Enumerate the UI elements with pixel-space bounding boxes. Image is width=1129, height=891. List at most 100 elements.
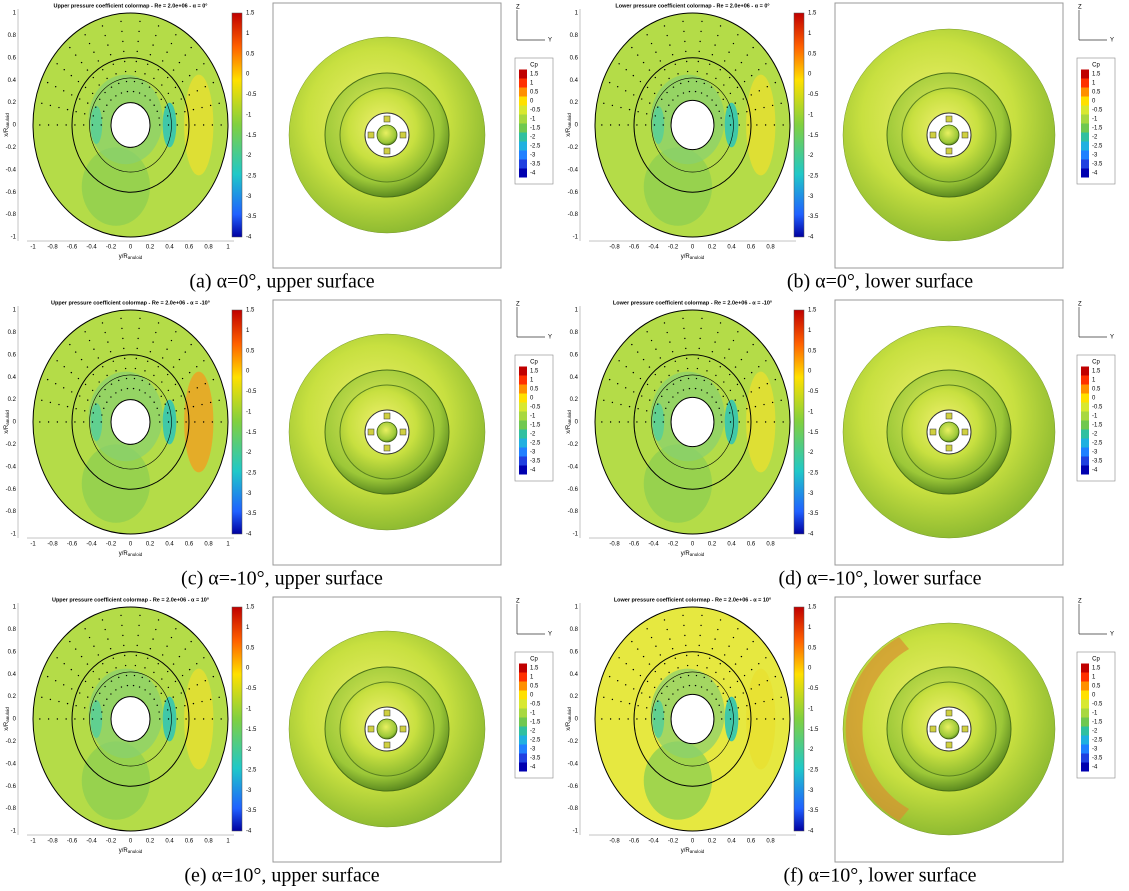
probe-dot [138,625,139,626]
probe-dot [738,707,739,708]
probe-dot [695,388,696,389]
probe-dot [144,392,145,393]
probe-dot [123,645,124,646]
probe-dot [601,124,602,125]
probe-dot [601,718,602,719]
colorbar-tick-label: -3.5 [808,808,819,814]
y-tick-label: -0.4 [568,167,579,173]
y-tick-label: -0.8 [568,509,579,515]
probe-dot [646,628,647,629]
probe-dot [203,421,204,422]
probe-dot [666,389,667,390]
colorbar-tick-label: -4 [808,532,814,538]
colorbar-tick-label: 0 [246,72,250,78]
probe-dot [111,383,112,384]
probe-dot [168,93,169,94]
legend-swatch [519,106,527,115]
probe-dot [149,396,150,397]
probe-dot [193,703,194,704]
probe-dot [153,402,154,403]
probe-dot [657,404,658,405]
probe-dot [84,707,85,708]
probe-dot [660,84,661,85]
x-tick-label: -0.2 [668,542,679,548]
plot-title: Lower pressure coefficient colormap - Re… [614,597,771,603]
probe-dot [655,115,656,116]
y-tick-label: -1 [11,829,17,835]
legend-label: 1.5 [530,666,539,672]
x-tick-label: 0.8 [204,245,213,251]
probe-dot [741,359,742,360]
probe-dot [641,692,642,693]
legend-label: 1.5 [1092,666,1101,672]
probe-dot [720,322,721,323]
x-tick-label: -0.8 [609,542,620,548]
probe-dot [767,680,768,681]
probe-dot [729,77,730,78]
probe-dot [655,374,656,375]
probe-dot [668,699,669,700]
y-axis-label: x/Ranuloid [566,113,573,137]
y-tick-label: -1 [573,532,579,538]
probe-dot [173,102,174,103]
y-tick-label: -0.4 [568,464,579,470]
label-sub: anuloid [690,255,705,260]
probe-dot [758,69,759,70]
x-tick-label: -0.8 [47,542,58,548]
render-strut [400,132,406,138]
legend-label: -2 [530,432,536,438]
probe-dot [159,124,160,125]
probe-dot [698,61,699,62]
probe-dot [737,34,738,35]
probe-dot [688,378,689,379]
probe-dot [102,25,103,26]
probe-dot [744,378,745,379]
triad-label: Z [516,599,520,605]
x-axis-label: y/Ranuloid [119,848,143,855]
y-tick-label: 0.6 [570,649,579,655]
probe-dot [92,421,93,422]
probe-dot [610,124,611,125]
hub-hole [671,100,714,149]
probe-dot [714,341,715,342]
probe-dot [747,421,748,422]
probe-dot [772,699,773,700]
plot-title: Upper pressure coefficient colormap - Re… [54,3,208,9]
legend-label: -0.5 [530,108,541,114]
probe-dot [153,105,154,106]
legend-label: -2 [530,729,536,735]
legend-swatch [1081,430,1089,439]
probe-dot [709,64,710,65]
x-tick-label: -1 [30,839,36,845]
x-tick-label: 0 [129,245,133,251]
probe-dot [668,105,669,106]
colorbar [232,310,242,534]
probe-dot [737,628,738,629]
probe-dot [137,348,138,349]
y-tick-label: -0.6 [6,784,17,790]
probe-dot [647,681,648,682]
probe-dot [735,366,736,367]
probe-dot [747,718,748,719]
y-tick-label: -0.6 [6,190,17,196]
probe-dot [706,689,707,690]
render-strut [368,726,374,732]
probe-dot [150,54,151,55]
probe-dot [58,404,59,405]
probe-dot [115,95,116,96]
probe-dot [657,107,658,108]
legend-label: -2 [1092,729,1098,735]
probe-dot [739,421,740,422]
probe-dot [660,678,661,679]
probe-dot [666,332,667,333]
probe-dot [696,675,697,676]
colorbar-tick-label: 0.5 [246,51,255,57]
probe-dot [660,381,661,382]
probe-dot [756,124,757,125]
probe-dot [122,41,123,42]
probe-dot [735,69,736,70]
x-tick-label: -0.8 [609,245,620,251]
probe-dot [741,656,742,657]
colorbar-tick-label: -3.5 [246,511,257,517]
panel: Lower pressure coefficient colormap - Re… [566,597,1115,887]
